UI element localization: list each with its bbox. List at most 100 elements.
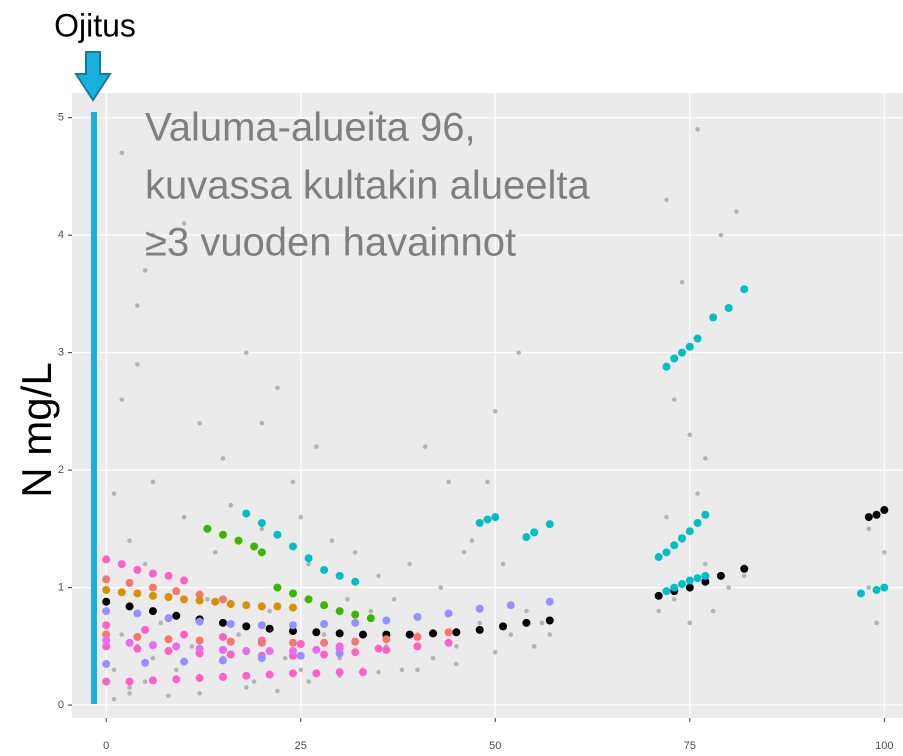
point bbox=[856, 589, 865, 598]
point bbox=[142, 561, 148, 567]
point bbox=[218, 656, 227, 665]
point bbox=[243, 350, 249, 355]
point bbox=[475, 518, 484, 527]
point bbox=[351, 610, 360, 619]
point bbox=[352, 550, 358, 555]
point bbox=[242, 647, 251, 656]
point bbox=[226, 620, 235, 629]
point bbox=[259, 420, 265, 426]
point bbox=[345, 597, 350, 602]
point bbox=[226, 637, 235, 646]
point bbox=[475, 625, 484, 634]
point bbox=[296, 651, 305, 660]
point bbox=[664, 514, 669, 520]
point bbox=[242, 671, 251, 680]
point bbox=[685, 576, 694, 585]
point bbox=[220, 456, 226, 461]
point bbox=[695, 491, 700, 496]
point bbox=[117, 560, 126, 569]
point bbox=[148, 607, 157, 616]
point bbox=[740, 285, 749, 294]
point bbox=[180, 595, 189, 604]
point bbox=[882, 550, 887, 555]
point bbox=[257, 621, 266, 630]
point bbox=[102, 642, 111, 651]
point bbox=[444, 628, 453, 637]
point bbox=[218, 645, 227, 654]
point bbox=[405, 630, 414, 639]
point bbox=[320, 565, 329, 574]
point bbox=[141, 658, 150, 667]
point bbox=[662, 362, 671, 371]
point bbox=[205, 597, 210, 602]
point bbox=[376, 669, 381, 675]
point bbox=[452, 628, 461, 637]
point bbox=[135, 362, 140, 367]
point bbox=[195, 596, 204, 605]
point bbox=[522, 618, 531, 627]
point bbox=[218, 672, 227, 681]
point bbox=[654, 591, 663, 600]
point bbox=[166, 693, 171, 698]
point bbox=[158, 620, 164, 626]
point bbox=[874, 620, 879, 626]
point bbox=[664, 197, 669, 203]
marks bbox=[102, 127, 889, 702]
point bbox=[685, 583, 694, 592]
point bbox=[312, 669, 321, 678]
point bbox=[288, 589, 297, 598]
point bbox=[413, 632, 422, 641]
point bbox=[197, 420, 202, 426]
point bbox=[531, 644, 537, 649]
point bbox=[142, 679, 148, 684]
point bbox=[148, 676, 157, 685]
point bbox=[125, 638, 134, 647]
point bbox=[172, 611, 181, 620]
point bbox=[218, 618, 227, 627]
point bbox=[111, 491, 117, 496]
point bbox=[180, 657, 189, 666]
point bbox=[195, 674, 204, 683]
point bbox=[164, 592, 173, 601]
point bbox=[407, 561, 412, 567]
point bbox=[368, 608, 374, 614]
point bbox=[491, 513, 500, 522]
point bbox=[724, 303, 733, 312]
point bbox=[335, 629, 344, 638]
point bbox=[102, 597, 111, 606]
point bbox=[102, 677, 111, 686]
point bbox=[181, 221, 187, 226]
point bbox=[446, 479, 451, 485]
point bbox=[382, 635, 391, 644]
point bbox=[273, 583, 282, 592]
x-tick-label: 75 bbox=[684, 740, 696, 752]
point bbox=[716, 571, 725, 580]
point bbox=[444, 638, 453, 647]
point bbox=[150, 655, 156, 661]
point bbox=[150, 232, 156, 238]
point bbox=[329, 538, 335, 543]
point bbox=[320, 650, 329, 659]
point bbox=[148, 583, 157, 592]
point bbox=[306, 679, 311, 684]
point bbox=[670, 354, 679, 363]
point bbox=[335, 644, 344, 653]
point bbox=[142, 268, 148, 273]
point bbox=[485, 479, 490, 485]
point bbox=[545, 520, 554, 529]
point bbox=[483, 515, 492, 524]
point bbox=[312, 645, 321, 654]
point bbox=[741, 573, 747, 579]
point bbox=[102, 607, 111, 616]
annotation: Valuma-alueita 96, bbox=[145, 106, 476, 150]
point bbox=[864, 513, 873, 522]
point bbox=[499, 622, 508, 631]
point bbox=[135, 303, 140, 308]
point bbox=[218, 595, 227, 604]
point bbox=[102, 575, 111, 584]
point bbox=[102, 555, 111, 564]
point bbox=[195, 636, 204, 645]
point bbox=[290, 479, 296, 485]
point bbox=[413, 612, 422, 621]
point bbox=[545, 616, 554, 625]
